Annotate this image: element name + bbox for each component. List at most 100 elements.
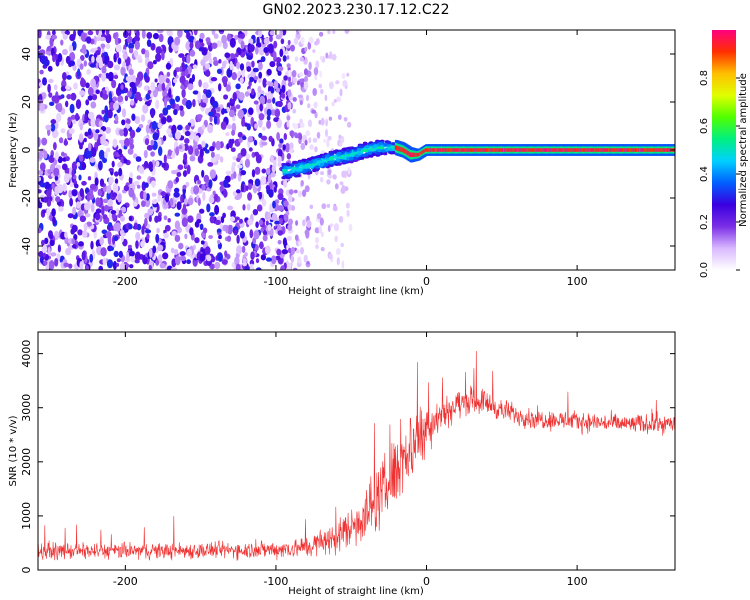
spectrogram-cell: [50, 252, 57, 257]
spectrogram-cell: [66, 75, 72, 80]
spectrogram-cell: [144, 182, 149, 188]
spectrogram-cell: [189, 155, 196, 162]
spectrogram-cell: [179, 109, 185, 117]
spectrogram-cell: [156, 227, 160, 234]
spectrogram-cell: [48, 92, 53, 98]
spectrogram-cell: [267, 224, 272, 231]
spectrogram-cell: [133, 180, 140, 186]
spectrogram-cell: [145, 193, 150, 201]
spectrogram-cell: [155, 53, 162, 62]
spectrogram-cell: [277, 205, 284, 212]
spectrogram-cell: [49, 101, 55, 107]
spectrogram-cell: [125, 118, 131, 125]
spectrogram-cell: [335, 248, 341, 256]
colorbar-tick-label: 0.0: [699, 262, 710, 278]
spectrogram-cell: [64, 231, 68, 239]
spectrogram-cell: [339, 142, 343, 147]
spectrogram-cell: [313, 101, 318, 109]
spectrogram-cell: [192, 90, 199, 95]
spectrogram-cell: [54, 258, 59, 267]
spectrogram-cell: [63, 262, 70, 268]
spectrogram-cell: [325, 154, 330, 158]
spectrogram-cell: [162, 135, 167, 142]
spectrogram-cell: [144, 217, 148, 227]
spectrogram-cell: [263, 37, 270, 45]
spectrogram-cell: [206, 254, 212, 262]
spectrogram-cell: [308, 36, 314, 44]
spectrogram-cell: [318, 31, 324, 37]
spectrogram-cell: [60, 39, 64, 46]
spectrogram-cell: [173, 191, 180, 198]
spectrogram-cell: [391, 142, 396, 146]
spectrogram-cell: [240, 40, 245, 50]
spectrogram-cell: [208, 179, 213, 189]
spectrogram-cell: [312, 49, 316, 53]
spectrogram-cell: [160, 191, 167, 196]
spectrogram-cell: [158, 33, 164, 43]
spectrogram-cell: [240, 183, 245, 193]
spectrogram-cell: [166, 115, 172, 123]
spectrogram-cell: [249, 259, 255, 266]
spectrogram-cell: [235, 52, 239, 58]
spectrogram-cell: [239, 77, 244, 84]
spectrogram-cell: [206, 203, 211, 213]
spectrogram-cell: [138, 165, 145, 174]
spectrogram-cell: [58, 137, 64, 144]
spectrogram-cell: [57, 156, 63, 164]
spectrogram-cell: [344, 30, 350, 34]
spectrogram-cell: [234, 34, 239, 41]
spectrogram-cell: [109, 101, 115, 112]
spectrogram-cell: [339, 181, 344, 186]
spectrogram-cell: [94, 177, 99, 186]
spectrogram-cell: [325, 118, 328, 127]
spectrogram-cell: [327, 224, 331, 232]
spectrogram-cell: [306, 168, 312, 172]
spectrogram-cell: [262, 126, 266, 131]
spectrogram-cell: [118, 209, 123, 216]
spectrogram-cell: [325, 128, 328, 138]
spectrogram-cell: [225, 132, 230, 137]
spectrogram-cell: [292, 108, 297, 114]
spectrogram-cell: [319, 217, 324, 226]
x-tick-label: -200: [113, 575, 138, 588]
spectrogram-cell: [226, 68, 233, 78]
spectrogram-cell: [202, 227, 208, 234]
spectrogram-cell: [199, 32, 205, 40]
spectrogram-cell: [331, 53, 337, 61]
spectrogram-cell: [292, 267, 298, 270]
spectrogram-cell: [235, 263, 241, 270]
spectrogram-cell: [123, 185, 130, 192]
spectrogram-cell: [342, 159, 347, 163]
spectrogram-cell: [183, 30, 189, 33]
spectrogram-cell: [241, 118, 246, 127]
spectrogram-cell: [38, 227, 42, 234]
spectrogram-cell: [253, 100, 259, 105]
spectrogram-cell: [138, 123, 144, 129]
spectrogram-cell: [338, 156, 344, 160]
spectrogram-cell: [299, 100, 303, 106]
spectrogram-cell: [254, 178, 261, 187]
spectrogram-cell: [184, 68, 189, 76]
spectrogram-cell: [312, 137, 318, 143]
spectrogram-cell: [283, 214, 289, 222]
colorbar-tick-label: 0.2: [699, 214, 710, 230]
spectrogram-ylabel: Frequency (Hz): [8, 112, 19, 188]
spectrogram-cell: [297, 94, 303, 99]
y-tick-label: 3000: [20, 394, 33, 422]
spectrogram-cell: [140, 114, 146, 122]
spectrogram-cell: [200, 59, 206, 67]
spectrogram-cell: [341, 73, 346, 79]
spectrogram-cell: [302, 189, 307, 197]
spectrogram-cell: [244, 158, 251, 168]
spectrogram-cell: [362, 141, 368, 145]
spectrogram-cell: [147, 61, 154, 70]
spectrogram-cell: [50, 119, 57, 125]
colorbar-tick-label: 0.4: [699, 166, 710, 182]
spectrogram-cell: [222, 60, 226, 69]
spectrogram-cell: [80, 78, 86, 88]
spectrogram-cell: [317, 154, 322, 159]
spectrogram-cell: [266, 120, 272, 129]
spectrogram-cell: [82, 230, 88, 238]
spectrogram-cell: [292, 132, 298, 137]
spectrogram-cell: [347, 166, 351, 175]
